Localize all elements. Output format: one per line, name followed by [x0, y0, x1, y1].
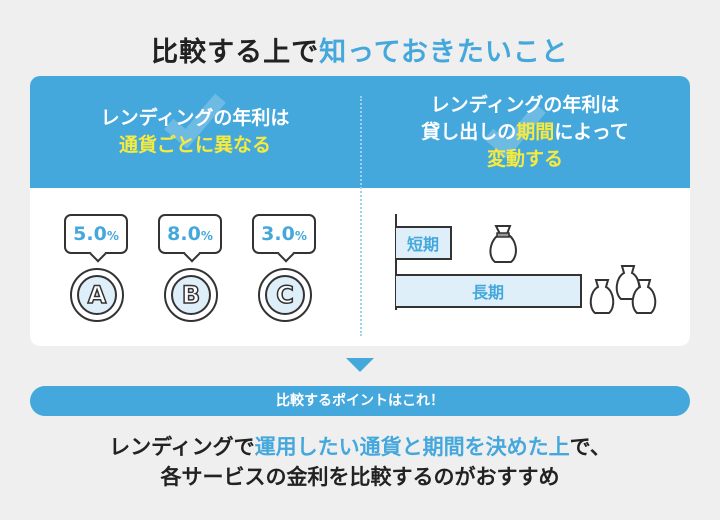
rate-bubble-a: 5.0% — [64, 214, 128, 254]
rate-bubble-c: 3.0% — [252, 214, 316, 254]
heading-highlight: 通貨ごとに異なる — [118, 134, 271, 156]
text: 貸し出しの — [421, 120, 517, 143]
rate-value: 5.0 — [73, 223, 107, 245]
text: で、 — [569, 435, 611, 459]
left-heading: レンディングの年利は 通貨ごとに異なる — [30, 76, 360, 188]
conclusion-line: 各サービスの金利を比較するのがおすすめ — [160, 465, 560, 489]
heading-line: レンディングの年利は — [430, 93, 620, 116]
text: レンディングで — [109, 435, 255, 459]
down-arrow-icon — [346, 358, 374, 372]
coin-label: A — [77, 275, 117, 315]
money-bag-icon — [489, 225, 517, 263]
heading-highlight: 変動する — [486, 147, 563, 170]
rate-unit: % — [294, 229, 307, 243]
info-card: レンディングの年利は 通貨ごとに異なる レンディングの年利は 貸し出しの期間によ… — [30, 76, 690, 346]
title-highlight: 知っておきたいこと — [319, 37, 569, 68]
heading-highlight: 期間 — [516, 120, 555, 143]
coin-label: C — [265, 275, 305, 315]
coin-b-icon: B — [164, 268, 218, 322]
coin-a-icon: A — [70, 268, 124, 322]
point-banner: 比較するポイントはこれ！ — [30, 386, 690, 416]
heading-line: レンディングの年利は — [100, 107, 290, 129]
conclusion: レンディングで運用したい通貨と期間を決めた上で、 各サービスの金利を比較するのが… — [0, 432, 720, 492]
title-part: 比較する上で — [151, 37, 320, 68]
long-term-bar: 長期 — [396, 274, 582, 308]
money-bags-icon — [589, 265, 657, 314]
conclusion-highlight: 運用したい通貨と期間を決めた上 — [254, 435, 570, 459]
page-title: 比較する上で知っておきたいこと — [0, 30, 720, 69]
rate-value: 3.0 — [261, 223, 295, 245]
rate-unit: % — [200, 229, 213, 243]
short-term-bar: 短期 — [396, 226, 452, 260]
rate-bubble-b: 8.0% — [158, 214, 222, 254]
divider — [360, 96, 362, 336]
right-heading: レンディングの年利は 貸し出しの期間によって 変動する — [360, 76, 690, 188]
conclusion-line: レンディングで運用したい通貨と期間を決めた上で、 — [0, 432, 720, 462]
text: によって — [554, 120, 629, 143]
rate-unit: % — [106, 229, 119, 243]
coin-label: B — [171, 275, 211, 315]
coin-c-icon: C — [258, 268, 312, 322]
rate-value: 8.0 — [167, 223, 201, 245]
heading-line: 貸し出しの期間によって — [421, 119, 629, 146]
period-axis — [395, 214, 397, 310]
